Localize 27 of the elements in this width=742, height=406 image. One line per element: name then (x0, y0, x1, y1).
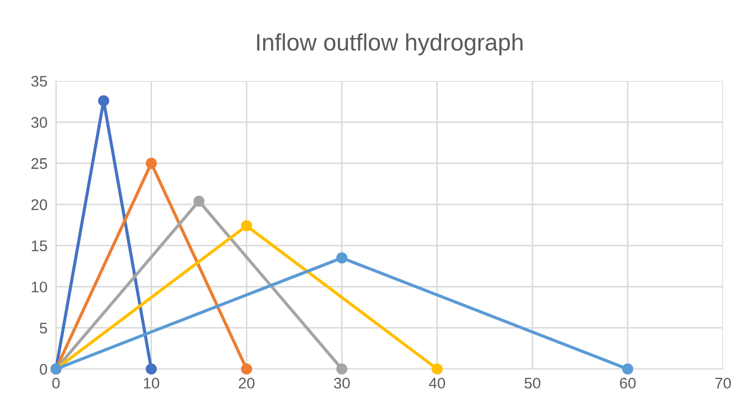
chart-title: Inflow outflow hydrograph (257, 33, 523, 56)
x-tick-label: 70 (715, 378, 731, 389)
y-tick-label: 20 (31, 199, 48, 210)
y-tick-label: 25 (31, 158, 48, 169)
y-tick-label: 30 (31, 117, 48, 128)
point (98, 95, 110, 106)
x-tick-label: 60 (620, 378, 636, 389)
x-tick-label: 0 (52, 378, 60, 389)
point (336, 252, 348, 264)
y-tick-label: 0 (40, 364, 48, 375)
y-tick-label: 15 (32, 240, 48, 252)
x-tick-label: 30 (334, 378, 350, 389)
y-tick-label: 35 (31, 76, 48, 87)
y-tick-label: 10 (32, 282, 48, 292)
point (622, 363, 634, 375)
point (146, 158, 157, 169)
x-tick-label: 20 (238, 378, 254, 389)
point (146, 363, 157, 375)
point (193, 196, 204, 207)
x-tick-label: 40 (429, 378, 446, 389)
point (241, 363, 252, 375)
point (432, 363, 443, 375)
y-tick-label: 5 (40, 322, 48, 334)
point (336, 363, 348, 375)
point (241, 220, 252, 232)
x-tick-label: 10 (144, 378, 160, 389)
x-tick-label: 50 (524, 378, 540, 389)
